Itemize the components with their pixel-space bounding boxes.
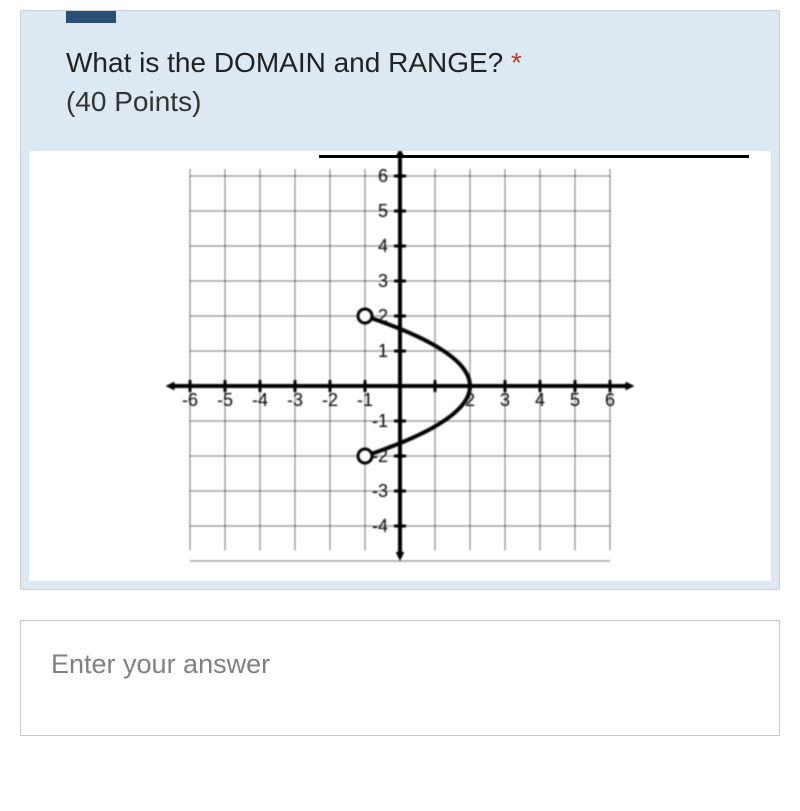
question-number-badge xyxy=(66,11,116,23)
svg-text:-3: -3 xyxy=(287,390,303,410)
svg-text:-4: -4 xyxy=(252,390,268,410)
svg-text:-4: -4 xyxy=(372,516,388,536)
svg-text:1: 1 xyxy=(378,341,388,361)
answer-box[interactable] xyxy=(20,620,780,736)
svg-text:6: 6 xyxy=(605,390,615,410)
svg-text:-5: -5 xyxy=(217,390,233,410)
svg-text:-3: -3 xyxy=(372,481,388,501)
svg-text:-6: -6 xyxy=(182,390,198,410)
svg-text:5: 5 xyxy=(570,390,580,410)
svg-text:4: 4 xyxy=(535,390,545,410)
graph-wrap: -6-5-4-3-2-123456123456-1-2-3-4 xyxy=(59,151,741,571)
svg-text:6: 6 xyxy=(378,166,388,186)
question-prompt: What is the DOMAIN and RANGE? xyxy=(66,47,503,78)
svg-text:-1: -1 xyxy=(357,390,373,410)
svg-text:3: 3 xyxy=(500,390,510,410)
points-label: (40 Points) xyxy=(66,86,201,117)
svg-text:-1: -1 xyxy=(372,411,388,431)
svg-text:-2: -2 xyxy=(322,390,338,410)
graph-container: -6-5-4-3-2-123456123456-1-2-3-4 xyxy=(29,151,771,581)
question-card: What is the DOMAIN and RANGE? * (40 Poin… xyxy=(20,10,780,590)
required-marker: * xyxy=(511,47,522,78)
coordinate-graph: -6-5-4-3-2-123456123456-1-2-3-4 xyxy=(120,151,680,571)
question-text-block: What is the DOMAIN and RANGE? * (40 Poin… xyxy=(21,43,779,151)
svg-text:5: 5 xyxy=(378,201,388,221)
svg-text:3: 3 xyxy=(378,271,388,291)
svg-text:4: 4 xyxy=(378,236,388,256)
answer-input[interactable] xyxy=(51,649,749,680)
